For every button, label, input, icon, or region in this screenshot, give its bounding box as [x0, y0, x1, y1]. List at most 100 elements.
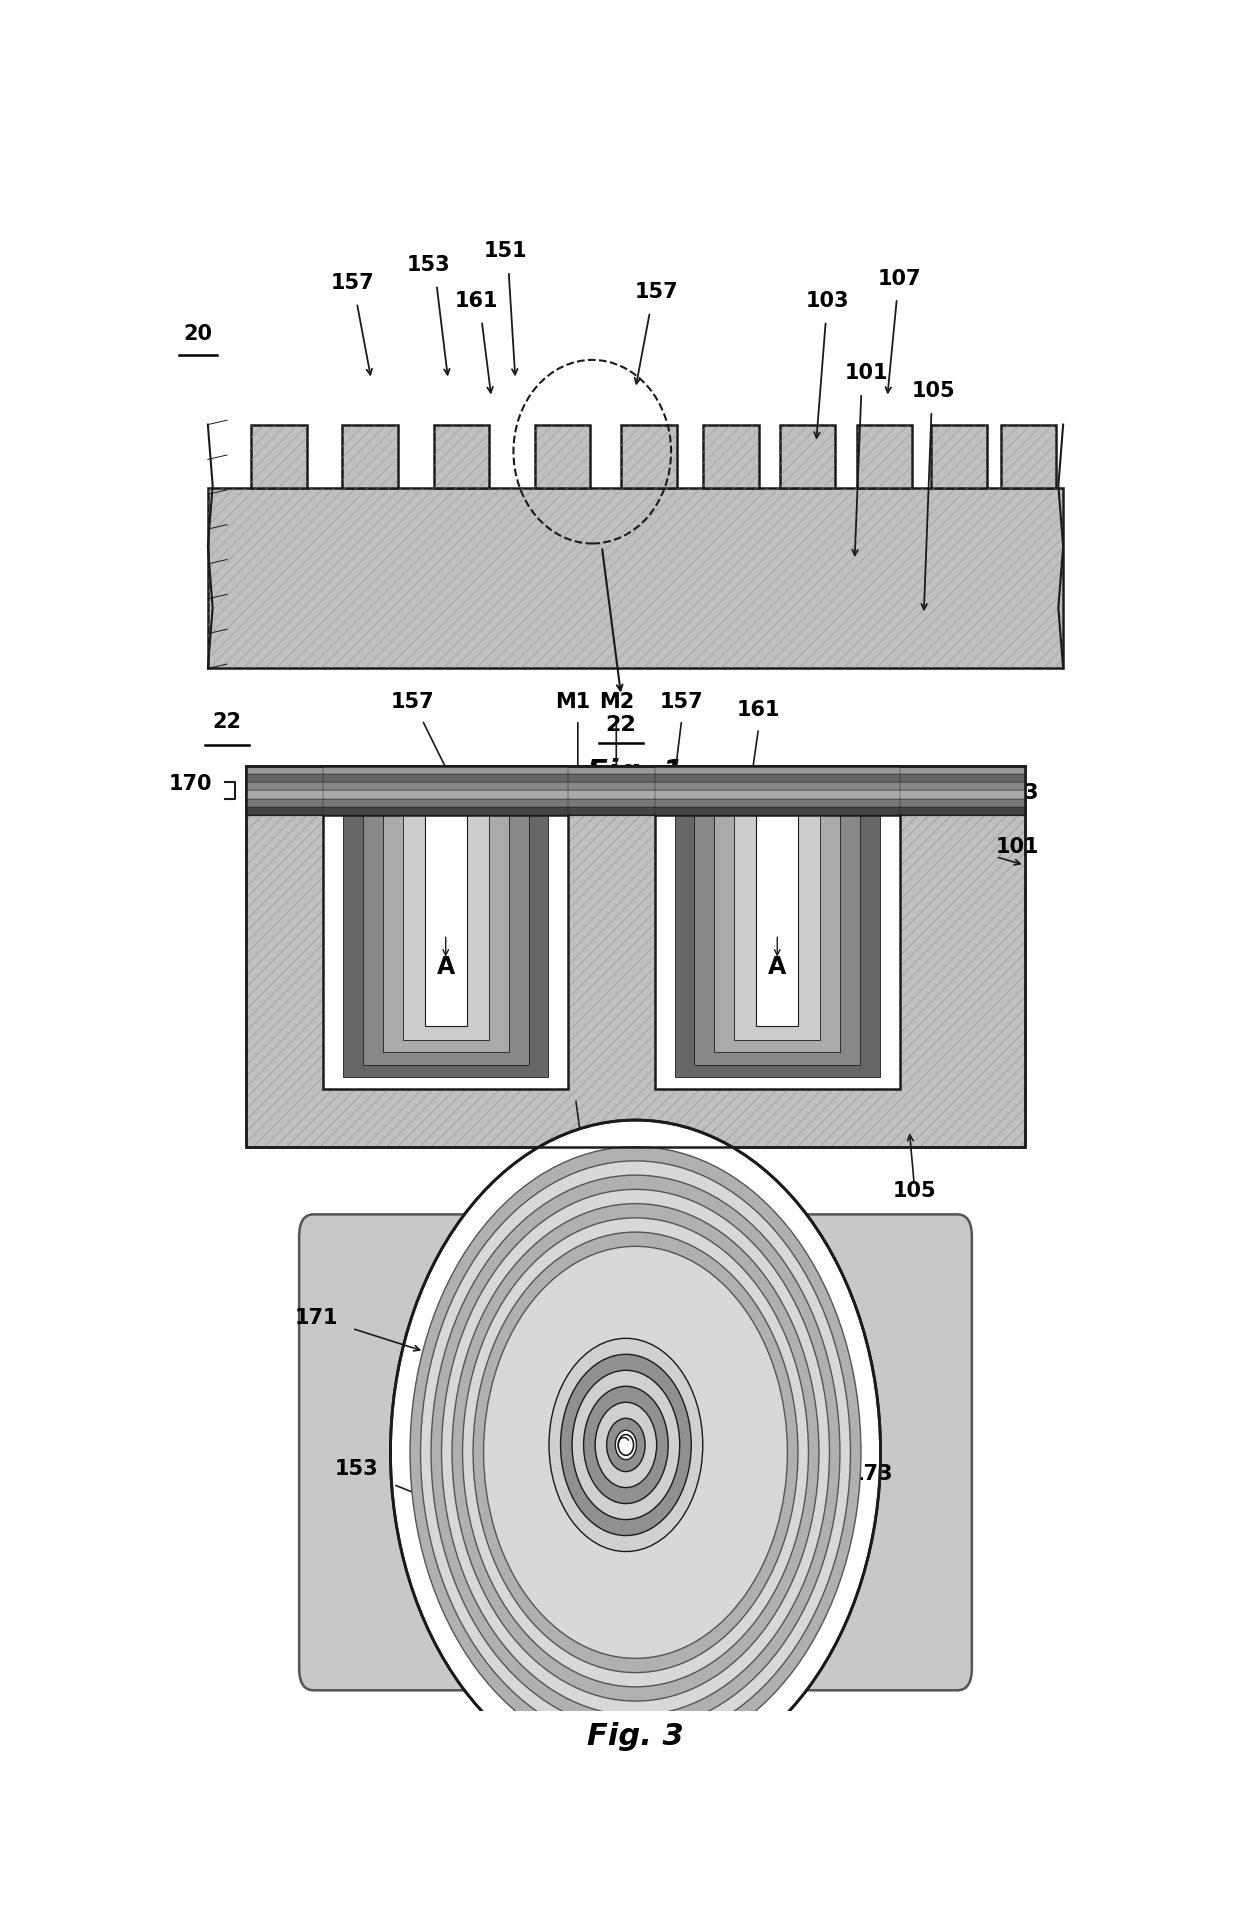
Bar	[655, 815, 900, 1088]
Bar	[780, 425, 836, 488]
Text: A: A	[768, 956, 786, 979]
Bar	[857, 425, 913, 488]
Bar	[403, 815, 489, 1040]
Bar	[247, 773, 1024, 783]
Text: 171: 171	[295, 1308, 339, 1327]
Text: 153: 153	[335, 1460, 378, 1479]
Bar	[324, 790, 568, 798]
Text: 153: 153	[407, 256, 450, 275]
Text: 151: 151	[719, 1354, 763, 1373]
Ellipse shape	[410, 1146, 861, 1758]
Text: 22: 22	[605, 715, 636, 735]
Ellipse shape	[560, 1354, 691, 1536]
Bar	[655, 798, 900, 808]
Bar	[1001, 425, 1056, 488]
Bar	[208, 488, 1063, 669]
Bar	[534, 425, 590, 488]
Ellipse shape	[595, 1402, 657, 1488]
Bar	[342, 425, 398, 488]
Text: 103: 103	[996, 783, 1039, 802]
Bar	[655, 790, 900, 798]
Text: 161: 161	[660, 1400, 703, 1419]
Ellipse shape	[549, 1338, 703, 1552]
Ellipse shape	[453, 1204, 818, 1702]
Text: 153: 153	[565, 1181, 609, 1200]
Text: 157: 157	[635, 283, 678, 302]
Bar	[324, 808, 568, 815]
Ellipse shape	[484, 1246, 787, 1658]
Text: M2: M2	[616, 1290, 651, 1310]
Text: 105: 105	[893, 1181, 936, 1200]
Text: 173: 173	[849, 1463, 893, 1485]
Bar	[655, 765, 900, 773]
Bar	[424, 815, 466, 1027]
Bar	[694, 815, 861, 1065]
Bar	[343, 815, 548, 1077]
Bar	[857, 425, 913, 488]
Ellipse shape	[474, 1233, 797, 1673]
Bar	[621, 425, 677, 488]
Ellipse shape	[572, 1371, 680, 1519]
Bar	[247, 790, 1024, 798]
Text: A: A	[436, 956, 455, 979]
Text: 157: 157	[660, 692, 703, 712]
Bar	[621, 425, 677, 488]
Bar	[655, 808, 900, 815]
Text: 151: 151	[484, 242, 527, 262]
Text: 107: 107	[878, 269, 921, 288]
Ellipse shape	[432, 1175, 839, 1729]
Bar	[655, 773, 900, 783]
Bar	[931, 425, 987, 488]
Bar	[247, 798, 1024, 808]
Text: M1: M1	[572, 1290, 608, 1310]
Bar	[324, 773, 568, 783]
Bar	[342, 425, 398, 488]
Bar	[734, 815, 821, 1040]
Bar	[675, 815, 880, 1077]
Bar	[363, 815, 528, 1065]
Text: 170: 170	[169, 775, 213, 794]
FancyBboxPatch shape	[299, 1215, 972, 1690]
Text: 157: 157	[330, 273, 373, 292]
Bar	[756, 815, 799, 1027]
Ellipse shape	[420, 1161, 851, 1744]
Ellipse shape	[463, 1217, 808, 1686]
Ellipse shape	[584, 1386, 668, 1504]
Ellipse shape	[441, 1190, 830, 1715]
Bar	[655, 783, 900, 790]
Bar	[1001, 425, 1056, 488]
Bar	[780, 425, 836, 488]
Bar	[247, 765, 1024, 1146]
Bar	[324, 798, 568, 808]
Bar	[534, 425, 590, 488]
Bar	[324, 815, 568, 1088]
Bar	[247, 765, 1024, 1146]
Text: Fig. 3: Fig. 3	[587, 1723, 684, 1752]
Ellipse shape	[606, 1419, 645, 1471]
Ellipse shape	[619, 1435, 634, 1456]
Bar	[931, 425, 987, 488]
Bar	[324, 765, 568, 773]
Text: 101: 101	[844, 363, 888, 383]
Bar	[703, 425, 759, 488]
Text: 103: 103	[806, 290, 849, 312]
Bar	[655, 815, 900, 1088]
Ellipse shape	[391, 1119, 880, 1785]
Bar	[208, 488, 1063, 669]
Text: 105: 105	[911, 381, 955, 402]
Bar	[247, 765, 1024, 1146]
Text: 151: 151	[652, 850, 696, 869]
Text: M2: M2	[599, 692, 634, 712]
Bar	[247, 783, 1024, 790]
Bar	[247, 808, 1024, 815]
Text: 157: 157	[465, 1575, 508, 1594]
Text: M1: M1	[556, 692, 590, 712]
Text: 161: 161	[455, 290, 498, 312]
Bar	[703, 425, 759, 488]
Text: 161: 161	[737, 700, 780, 719]
Text: 157: 157	[391, 692, 434, 712]
Text: 20: 20	[184, 325, 213, 344]
Bar	[250, 425, 306, 488]
Bar	[324, 815, 568, 1088]
Bar	[324, 815, 568, 1088]
